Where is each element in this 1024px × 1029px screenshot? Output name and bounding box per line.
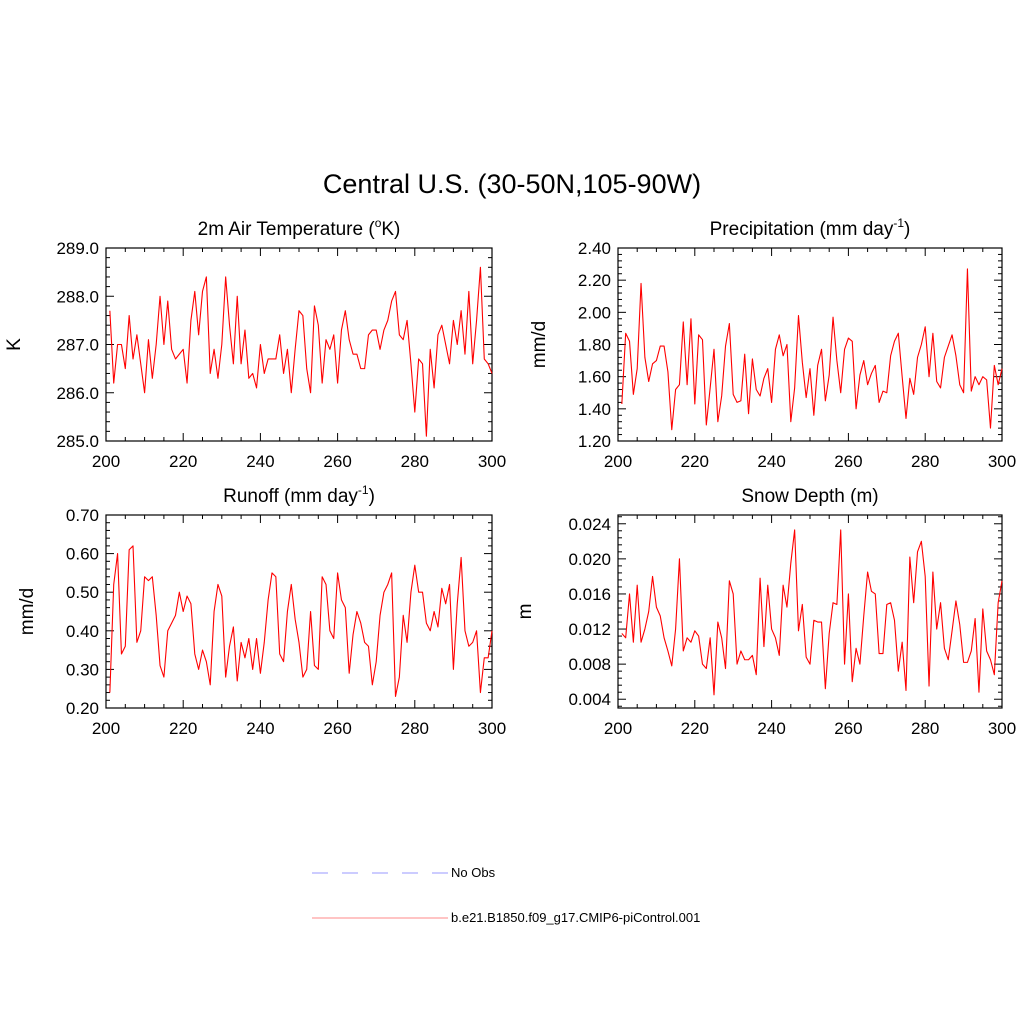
y-tick-label-temp: 286.0 bbox=[56, 384, 99, 403]
x-tick-label-temp: 240 bbox=[246, 452, 274, 471]
series-line-runoff bbox=[109, 545, 493, 697]
x-tick-label-precip: 240 bbox=[757, 452, 785, 471]
x-tick-label-temp: 260 bbox=[323, 452, 351, 471]
x-tick-label-runoff: 300 bbox=[478, 719, 506, 738]
y-tick-label-precip: 2.40 bbox=[578, 239, 611, 258]
y-tick-label-runoff: 0.50 bbox=[66, 583, 99, 602]
legend: No Obs b.e21.B1850.f09_g17.CMIP6-piContr… bbox=[312, 865, 700, 925]
y-tick-label-snow: 0.016 bbox=[568, 585, 611, 604]
y-tick-label-precip: 2.00 bbox=[578, 303, 611, 322]
y-tick-label-precip: 1.20 bbox=[578, 432, 611, 451]
y-tick-label-precip: 2.20 bbox=[578, 271, 611, 290]
x-tick-label-precip: 260 bbox=[834, 452, 862, 471]
panel-temp: 2m Air Temperature (oK) K 200 220 240 260 280 3… bbox=[4, 216, 506, 471]
x-tick-label-snow: 220 bbox=[681, 719, 709, 738]
y-tick-label-snow: 0.024 bbox=[568, 515, 611, 534]
x-tick-label-runoff: 240 bbox=[246, 719, 274, 738]
y-tick-label-temp: 285.0 bbox=[56, 432, 99, 451]
plot-frame-snow bbox=[617, 514, 1003, 709]
y-tick-label-temp: 287.0 bbox=[56, 336, 99, 355]
legend-label-model: b.e21.B1850.f09_g17.CMIP6-piControl.001 bbox=[451, 910, 700, 925]
series-line-snow bbox=[621, 529, 1003, 696]
y-axis-label-precip: mm/d bbox=[529, 321, 550, 369]
y-tick-label-snow: 0.004 bbox=[568, 690, 611, 709]
x-tick-label-temp: 300 bbox=[478, 452, 506, 471]
x-tick-label-precip: 300 bbox=[988, 452, 1016, 471]
series-line-precip bbox=[621, 268, 1003, 431]
y-tick-label-precip: 1.40 bbox=[578, 400, 611, 419]
y-tick-label-snow: 0.020 bbox=[568, 550, 611, 569]
y-tick-label-snow: 0.008 bbox=[568, 655, 611, 674]
y-tick-label-precip: 1.80 bbox=[578, 336, 611, 355]
y-tick-label-runoff: 0.30 bbox=[66, 660, 99, 679]
y-tick-label-runoff: 0.70 bbox=[66, 506, 99, 525]
x-tick-label-temp: 220 bbox=[169, 452, 197, 471]
panel-snow: Snow Depth (m) m 200 220 240 260 280 300 0.004 0.… bbox=[515, 486, 1016, 738]
x-tick-label-precip: 220 bbox=[681, 452, 709, 471]
panel-title-snow: Snow Depth (m) bbox=[741, 486, 878, 507]
y-axis-label-snow: m bbox=[515, 604, 536, 620]
y-tick-label-runoff: 0.40 bbox=[66, 622, 99, 641]
panel-title-temp: 2m Air Temperature (oK) bbox=[198, 216, 401, 240]
series-line-temp bbox=[109, 266, 493, 437]
x-tick-label-snow: 240 bbox=[757, 719, 785, 738]
x-tick-label-runoff: 200 bbox=[92, 719, 120, 738]
panel-title-precip: Precipitation (mm day-1) bbox=[710, 216, 911, 240]
x-tick-label-snow: 300 bbox=[988, 719, 1016, 738]
x-tick-label-runoff: 220 bbox=[169, 719, 197, 738]
y-tick-label-snow: 0.012 bbox=[568, 620, 611, 639]
y-axis-label-temp: K bbox=[4, 338, 25, 351]
panel-precip: Precipitation (mm day-1) mm/d 200 220 240 260… bbox=[529, 216, 1016, 471]
y-tick-label-runoff: 0.20 bbox=[66, 699, 99, 718]
x-tick-label-snow: 260 bbox=[834, 719, 862, 738]
y-tick-label-temp: 288.0 bbox=[56, 287, 99, 306]
x-tick-label-snow: 280 bbox=[911, 719, 939, 738]
x-tick-label-snow: 200 bbox=[604, 719, 632, 738]
y-tick-label-precip: 1.60 bbox=[578, 368, 611, 387]
panel-title-runoff: Runoff (mm day-1) bbox=[223, 483, 375, 507]
legend-label-no-obs: No Obs bbox=[451, 865, 496, 880]
main-title: Central U.S. (30-50N,105-90W) bbox=[323, 169, 701, 199]
panel-runoff: Runoff (mm day-1) mm/d 200 220 240 260 280 300 0… bbox=[17, 483, 506, 738]
y-axis-label-runoff: mm/d bbox=[17, 588, 38, 636]
x-tick-label-precip: 200 bbox=[604, 452, 632, 471]
plot-frame-precip bbox=[617, 247, 1003, 442]
y-tick-label-runoff: 0.60 bbox=[66, 545, 99, 564]
x-tick-label-temp: 200 bbox=[92, 452, 120, 471]
x-tick-label-temp: 280 bbox=[401, 452, 429, 471]
x-tick-label-runoff: 280 bbox=[401, 719, 429, 738]
x-tick-label-runoff: 260 bbox=[323, 719, 351, 738]
y-tick-label-temp: 289.0 bbox=[56, 239, 99, 258]
x-tick-label-precip: 280 bbox=[911, 452, 939, 471]
